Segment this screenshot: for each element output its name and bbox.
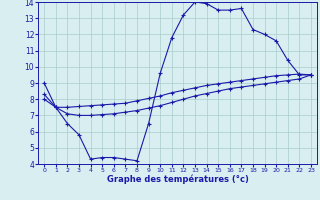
X-axis label: Graphe des températures (°c): Graphe des températures (°c) (107, 175, 249, 184)
